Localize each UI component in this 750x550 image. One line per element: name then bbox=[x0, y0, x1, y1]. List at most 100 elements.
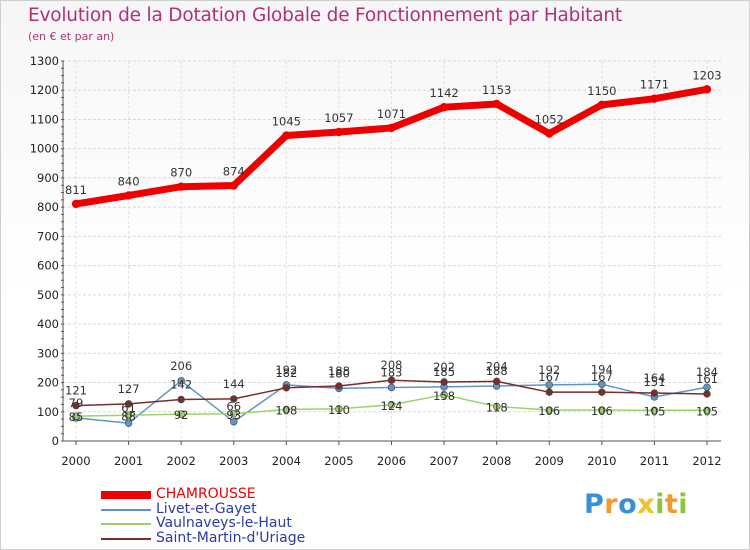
y-tick-label: 0 bbox=[52, 434, 59, 448]
data-point bbox=[335, 382, 343, 390]
data-label: 811 bbox=[65, 183, 87, 197]
data-label: 108 bbox=[275, 403, 297, 417]
y-tick-label: 400 bbox=[37, 317, 59, 331]
data-label: 188 bbox=[486, 364, 508, 378]
y-tick-label: 1200 bbox=[30, 83, 59, 97]
logo-letter: r bbox=[604, 489, 619, 520]
data-label: 93 bbox=[226, 408, 241, 422]
data-point bbox=[597, 100, 607, 110]
data-point bbox=[492, 402, 501, 411]
y-tick-label: 1300 bbox=[30, 54, 59, 68]
y-tick-label: 1100 bbox=[30, 112, 59, 126]
data-point bbox=[335, 405, 343, 413]
y-tick-label: 200 bbox=[37, 376, 59, 390]
data-point bbox=[703, 390, 711, 398]
data-label: 66 bbox=[226, 400, 241, 414]
data-point bbox=[230, 395, 238, 403]
data-point bbox=[598, 380, 606, 388]
y-tick-label: 300 bbox=[37, 346, 59, 360]
data-point bbox=[545, 129, 554, 138]
data-point bbox=[177, 395, 185, 404]
logo-letter: i bbox=[655, 489, 665, 520]
data-point bbox=[650, 389, 659, 397]
data-label: 1052 bbox=[535, 112, 564, 126]
chart-subtitle: (en € et par an) bbox=[28, 30, 115, 43]
data-label: 1045 bbox=[272, 115, 301, 129]
x-tick-label: 2011 bbox=[640, 454, 669, 468]
data-label: 192 bbox=[538, 363, 560, 377]
data-point bbox=[124, 400, 133, 408]
data-point bbox=[492, 99, 501, 109]
data-label: 874 bbox=[223, 165, 245, 179]
data-point bbox=[598, 406, 606, 414]
x-tick-label: 2003 bbox=[219, 454, 248, 468]
data-label: 840 bbox=[118, 174, 140, 188]
y-tick-label: 100 bbox=[37, 405, 59, 419]
x-tick-label: 2002 bbox=[167, 454, 196, 468]
data-label: 79 bbox=[69, 396, 84, 410]
data-label: 167 bbox=[538, 370, 560, 384]
data-label: 92 bbox=[174, 408, 189, 422]
data-point bbox=[387, 123, 396, 133]
data-label: 1142 bbox=[429, 86, 458, 100]
data-point bbox=[650, 406, 659, 415]
data-point bbox=[703, 406, 711, 415]
data-label: 183 bbox=[381, 366, 403, 380]
data-label: 105 bbox=[643, 404, 665, 418]
data-label: 161 bbox=[696, 372, 718, 386]
x-tick-label: 2005 bbox=[324, 454, 353, 468]
data-label: 110 bbox=[328, 403, 350, 417]
data-label: 208 bbox=[381, 358, 403, 372]
logo-letter: o bbox=[618, 489, 638, 520]
data-label: 204 bbox=[486, 359, 508, 373]
data-point bbox=[282, 384, 291, 392]
legend-swatch bbox=[101, 508, 151, 511]
data-label: 180 bbox=[328, 366, 350, 380]
data-point bbox=[440, 391, 448, 399]
data-label: 192 bbox=[275, 363, 297, 377]
data-point bbox=[387, 376, 396, 384]
data-point bbox=[334, 127, 344, 137]
legend-swatch bbox=[101, 537, 151, 540]
data-point bbox=[545, 388, 553, 396]
data-label: 185 bbox=[433, 365, 455, 379]
data-label: 1057 bbox=[324, 111, 353, 125]
data-label: 151 bbox=[643, 375, 665, 389]
data-point bbox=[177, 410, 185, 418]
x-tick-label: 2008 bbox=[482, 454, 511, 468]
data-label: 118 bbox=[486, 401, 508, 415]
data-label: 61 bbox=[121, 401, 136, 415]
data-label: 106 bbox=[538, 404, 560, 418]
x-tick-label: 2006 bbox=[377, 454, 406, 468]
logo-letter: i bbox=[678, 489, 689, 520]
data-label: 127 bbox=[118, 382, 140, 396]
data-point bbox=[229, 181, 238, 190]
data-point bbox=[72, 412, 80, 420]
data-label: 142 bbox=[170, 377, 192, 391]
data-point bbox=[702, 85, 712, 94]
legend-label: Vaulnaveys-le-Haut bbox=[156, 515, 292, 531]
data-point bbox=[124, 411, 133, 419]
data-point bbox=[650, 94, 659, 103]
y-tick-label: 900 bbox=[37, 171, 59, 185]
data-point bbox=[177, 377, 185, 385]
legend-swatch bbox=[101, 523, 151, 525]
data-point bbox=[545, 381, 553, 389]
data-point bbox=[176, 182, 186, 191]
data-label: 85 bbox=[69, 410, 84, 424]
data-label: 870 bbox=[170, 166, 192, 180]
data-point bbox=[71, 199, 81, 209]
x-tick-label: 2004 bbox=[272, 454, 301, 468]
data-label: 1071 bbox=[377, 107, 406, 121]
data-label: 1150 bbox=[587, 84, 616, 98]
data-point bbox=[545, 406, 553, 414]
data-label: 1203 bbox=[692, 68, 721, 82]
data-point bbox=[124, 191, 133, 200]
data-label: 184 bbox=[696, 365, 718, 379]
data-point bbox=[282, 131, 291, 140]
legend-swatch bbox=[101, 491, 151, 499]
data-label: 206 bbox=[170, 359, 192, 373]
proxiti-logo: Proxiti bbox=[584, 489, 688, 520]
legend-label: Livet-et-Gayet bbox=[156, 500, 257, 517]
